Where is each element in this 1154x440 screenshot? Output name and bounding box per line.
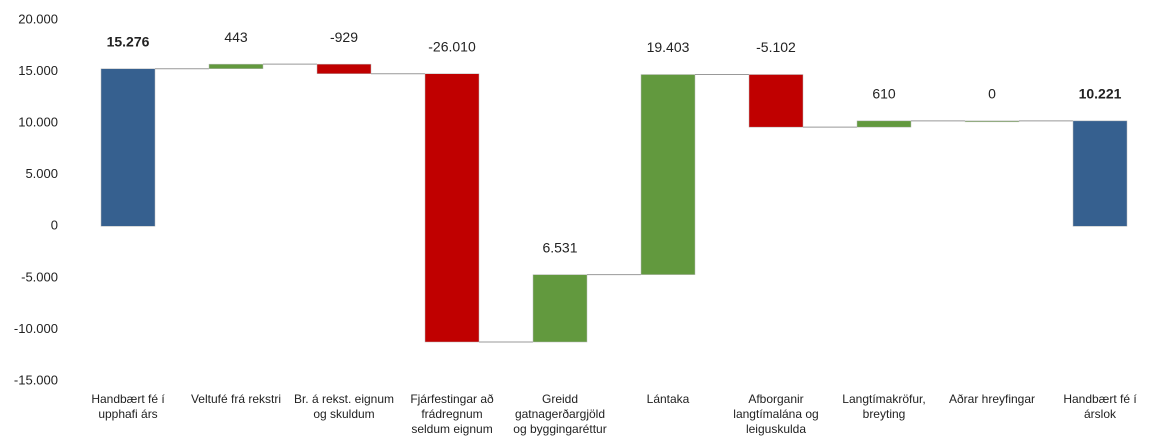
- value-label: -26.010: [428, 38, 476, 54]
- value-label: -5.102: [756, 39, 796, 55]
- y-tick-label: 5.000: [25, 166, 58, 181]
- x-tick-label: Br. á rekst. eignum: [294, 392, 394, 406]
- value-label: 10.221: [1079, 86, 1122, 102]
- value-label: 15.276: [107, 33, 150, 49]
- y-tick-label: 20.000: [18, 11, 58, 26]
- x-tick-label: seldum eignum: [411, 422, 492, 436]
- x-tick-label: Handbært fé í: [91, 392, 165, 406]
- y-tick-label: 0: [51, 218, 58, 233]
- x-tick-label: árslok: [1084, 407, 1117, 421]
- y-tick-label: 15.000: [18, 63, 58, 78]
- x-tick-label: Afborganir: [748, 392, 803, 406]
- value-label: 6.531: [542, 239, 577, 255]
- x-tick-label: og skuldum: [313, 407, 374, 421]
- bar: [1072, 120, 1128, 227]
- value-label: 443: [224, 29, 248, 45]
- x-tick-label: gatnagerðargjöld: [515, 407, 605, 421]
- y-tick-label: -15.000: [14, 372, 58, 387]
- x-tick-label: Langtímakröfur,: [842, 392, 925, 406]
- bar: [316, 63, 372, 74]
- bar: [748, 74, 804, 128]
- bar: [424, 73, 480, 343]
- bar: [964, 120, 1020, 123]
- x-tick-label: og byggingaréttur: [513, 422, 606, 436]
- value-label: 610: [872, 86, 896, 102]
- x-tick-label: upphafi árs: [98, 407, 157, 421]
- value-label: 19.403: [647, 39, 690, 55]
- x-tick-label: langtímalána og: [733, 407, 818, 421]
- bar: [532, 274, 588, 343]
- x-tick-label: Veltufé frá rekstri: [191, 392, 281, 406]
- bar: [856, 120, 912, 128]
- x-tick-label: Fjárfestingar að: [410, 392, 494, 406]
- x-tick-label: Lántaka: [647, 392, 690, 406]
- x-tick-label: breyting: [863, 407, 906, 421]
- x-tick-label: Handbært fé í: [1063, 392, 1137, 406]
- y-tick-label: -5.000: [21, 269, 58, 284]
- y-tick-label: -10.000: [14, 321, 58, 336]
- bar: [640, 74, 696, 275]
- x-tick-label: frádregnum: [421, 407, 482, 421]
- x-tick-label: Aðrar hreyfingar: [949, 392, 1035, 406]
- bar: [100, 68, 156, 227]
- y-tick-label: 10.000: [18, 115, 58, 130]
- x-tick-label: Greidd: [542, 392, 578, 406]
- bar: [208, 63, 264, 69]
- value-label: 0: [988, 86, 996, 102]
- value-label: -929: [330, 29, 358, 45]
- x-tick-label: leiguskulda: [746, 422, 806, 436]
